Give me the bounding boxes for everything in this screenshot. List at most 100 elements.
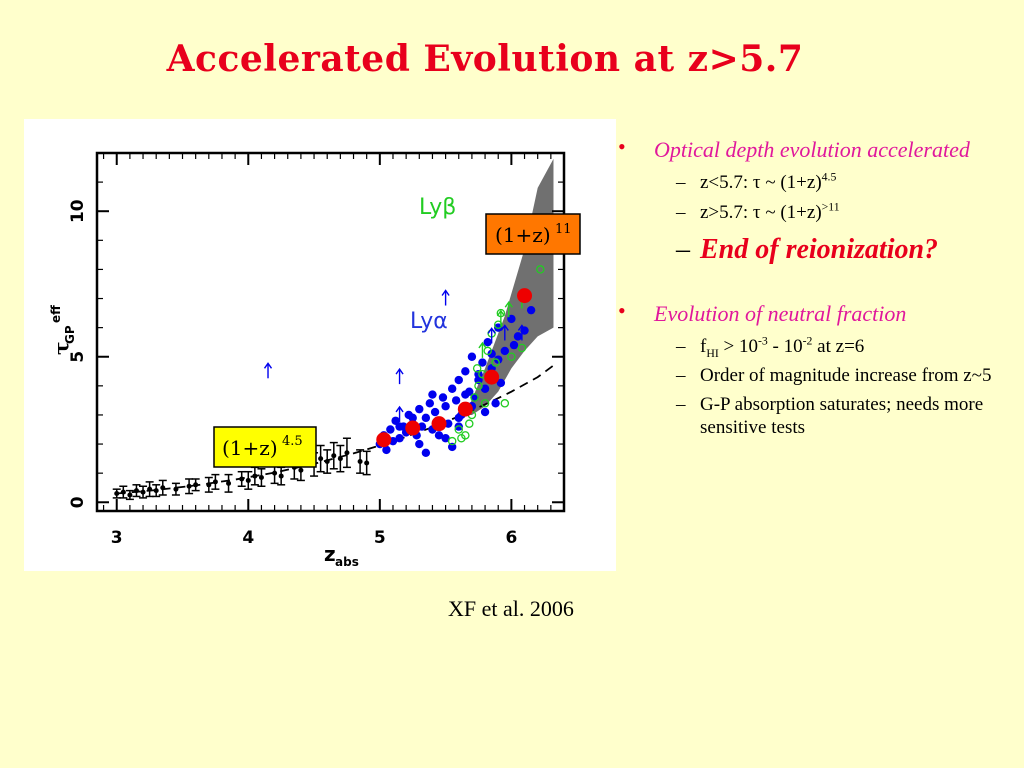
- green-open-circle: [465, 419, 474, 428]
- errorbar-marker: [337, 456, 343, 462]
- blue-limit-arrow-head: [395, 405, 404, 413]
- blue-data-point: [454, 422, 463, 431]
- blue-data-point: [496, 378, 506, 388]
- green-open-circle: [483, 346, 492, 356]
- blue-data-point: [430, 407, 440, 417]
- blue-limit-arrow: [263, 362, 273, 379]
- fhi-mid: > 10: [718, 336, 758, 357]
- blue-data-point: [509, 340, 519, 350]
- blue-limit-arrow: [500, 324, 509, 341]
- errorbar-marker: [258, 475, 264, 481]
- errorbar-marker: [160, 485, 166, 491]
- blue-data-point: [447, 384, 457, 393]
- blue-data-point: [386, 425, 395, 434]
- slide-title: Accelerated Evolution at z>5.7: [166, 38, 804, 80]
- green-open-circle: [517, 343, 527, 353]
- blue-data-point: [428, 390, 437, 399]
- blue-limit-arrow: [517, 324, 526, 341]
- chart-svg: 3 4 5 6 0 5 10 Lyβ Lyα z abs τ GP eff (1+z) 4.…: [49, 151, 581, 569]
- errorbar-marker: [153, 488, 159, 494]
- green-open-circle: [474, 381, 483, 391]
- blue-data-point: [470, 393, 479, 402]
- blue-data-point: [434, 431, 444, 440]
- fhi-exp1: -3: [757, 334, 768, 348]
- errorbar-marker: [212, 479, 218, 485]
- red-data-point: [484, 369, 500, 385]
- fhi-mid2: - 10: [767, 336, 803, 357]
- sub-bullet-reionization: – End of reionization?: [616, 232, 950, 268]
- bullet-glyph: •: [618, 134, 626, 159]
- lya-annotation: Lyα: [410, 309, 448, 334]
- errorbar-marker: [120, 489, 126, 495]
- errorbar-point: [244, 470, 253, 490]
- errorbar-marker: [331, 453, 337, 459]
- green-limit-arrow-head: [496, 309, 505, 317]
- red-data-point: [376, 432, 392, 448]
- sub-bullet-high-z-text: z>5.7: τ ~ (1+z): [700, 202, 822, 223]
- errorbar-marker: [318, 456, 324, 462]
- blue-limit-arrow-head: [517, 324, 526, 331]
- blue-data-point: [415, 439, 424, 449]
- y-axis-label-main: τ: [49, 342, 73, 355]
- y-tick-label: 5: [68, 351, 88, 363]
- errorbar-point: [158, 479, 167, 496]
- errorbar-marker: [272, 470, 278, 476]
- errorbar-point: [356, 449, 365, 474]
- errorbar-point: [171, 482, 180, 496]
- y-axis-label-sub: GP: [63, 325, 77, 344]
- bullet-neutral-fraction: • Evolution of neutral fraction: [616, 298, 1016, 329]
- blue-data-point: [408, 413, 417, 423]
- green-limit-arrow: [504, 300, 513, 318]
- blue-limit-arrow-head: [395, 367, 404, 375]
- red-data-point: [431, 416, 447, 432]
- chart-panel: 3 4 5 6 0 5 10 Lyβ Lyα z abs τ GP eff (1+z) 4.…: [24, 119, 616, 571]
- blue-limit-arrow-head: [487, 327, 496, 334]
- errorbar-point: [342, 437, 351, 469]
- errorbar-point: [112, 488, 121, 499]
- x-tick-label: 4: [242, 528, 254, 548]
- errorbar-point: [152, 484, 161, 498]
- blue-data-point: [425, 399, 435, 408]
- label-high-box: (1+z) 11: [485, 213, 581, 255]
- dash-glyph: –: [676, 365, 686, 386]
- errorbar-marker: [186, 483, 192, 489]
- errorbar-marker: [239, 476, 245, 482]
- blue-data-point: [395, 422, 404, 431]
- green-open-circle: [536, 265, 545, 274]
- green-open-circle: [493, 320, 503, 329]
- blue-data-point: [395, 434, 404, 443]
- errorbar-point: [132, 484, 141, 498]
- blue-data-point: [491, 399, 500, 408]
- errorbar-point: [336, 444, 345, 473]
- sub-bullet-order-magnitude: – Order of magnitude increase from z~5: [616, 364, 1000, 387]
- blue-data-point: [480, 407, 490, 417]
- blue-limit-arrow: [487, 327, 496, 344]
- blue-data-point: [487, 349, 496, 359]
- blue-limit-arrow-head: [500, 324, 509, 331]
- errorbar-point: [211, 473, 220, 490]
- errorbar-point: [362, 450, 371, 476]
- blue-data-point: [513, 332, 523, 341]
- blue-data-point: [382, 445, 391, 455]
- green-open-circle: [472, 364, 482, 373]
- errorbar-marker: [133, 488, 139, 494]
- errorbar-point: [257, 468, 266, 488]
- blue-data-point: [415, 404, 424, 414]
- errorbar-point: [139, 485, 148, 499]
- sub-bullet-order-magnitude-text: Order of magnitude increase from z~5: [700, 365, 992, 386]
- sub-bullet-high-z-exp: >11: [821, 200, 840, 214]
- x-axis-label-main: z: [324, 542, 336, 566]
- green-limit-arrow: [496, 309, 505, 326]
- errorbar-marker: [298, 467, 304, 473]
- y-axis-label-sup: eff: [49, 305, 63, 323]
- green-open-circle: [470, 393, 479, 402]
- errorbar-point: [323, 449, 332, 474]
- errorbar-marker: [206, 482, 212, 488]
- bullet-list: • Optical depth evolution accelerated – …: [616, 134, 1016, 439]
- errorbar-marker: [127, 492, 133, 498]
- blue-data-point: [500, 346, 510, 356]
- bullet-optical-depth-text: Optical depth evolution accelerated: [654, 137, 970, 162]
- errorbar-marker: [226, 480, 232, 486]
- blue-data-point: [467, 352, 477, 361]
- errorbar-marker: [193, 482, 199, 488]
